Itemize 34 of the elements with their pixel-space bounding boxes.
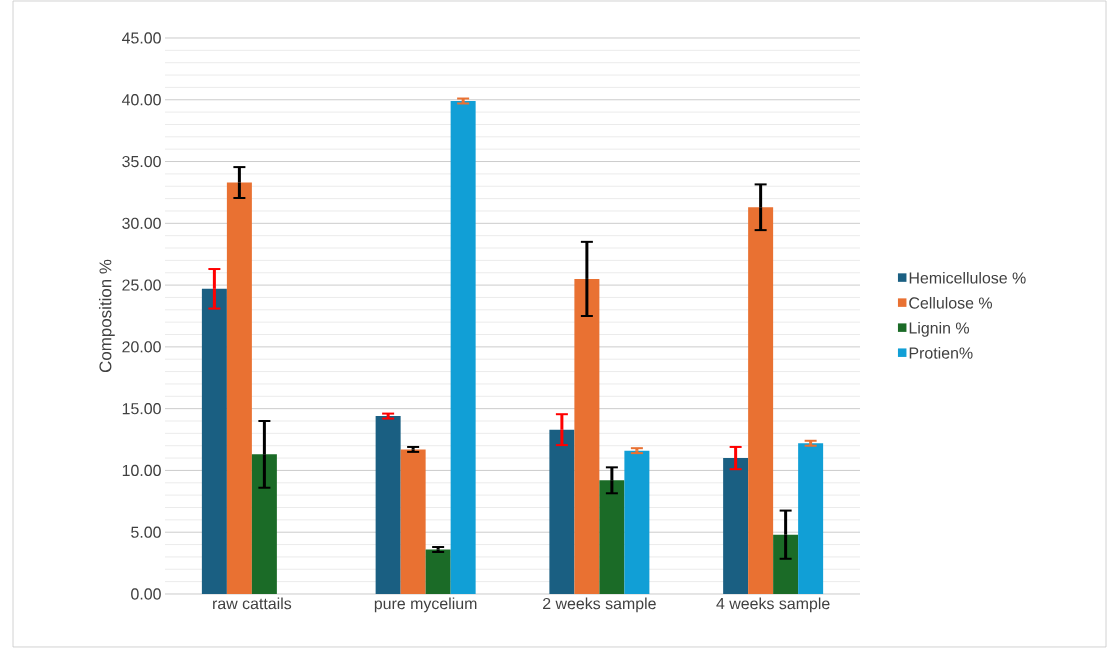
bar bbox=[425, 549, 451, 594]
y-tick-label: 35.00 bbox=[122, 155, 161, 168]
bar bbox=[450, 101, 476, 594]
x-tick-label: 2 weeks sample bbox=[543, 597, 656, 613]
y-tick-label: 5.00 bbox=[131, 526, 161, 538]
x-tick-label: raw cattails bbox=[213, 597, 292, 610]
bar bbox=[549, 429, 575, 594]
legend-label: Cellulose % bbox=[909, 296, 993, 309]
x-tick-label: 4 weeks sample bbox=[716, 597, 830, 613]
bar bbox=[773, 534, 799, 594]
legend-label: Hemicellulose % bbox=[909, 271, 1026, 284]
y-tick-label: 45.00 bbox=[121, 32, 161, 44]
legend-label: Lignin % bbox=[909, 321, 969, 337]
bar bbox=[375, 416, 401, 594]
bar bbox=[251, 454, 277, 594]
bar bbox=[226, 182, 252, 594]
bar bbox=[599, 480, 625, 594]
y-tick-label: 40.00 bbox=[121, 94, 161, 106]
y-tick-label: 15.00 bbox=[122, 403, 161, 415]
y-tick-label: 30.00 bbox=[122, 217, 161, 229]
bar bbox=[201, 288, 227, 594]
bar bbox=[748, 207, 774, 594]
y-tick-label: 10.00 bbox=[122, 464, 161, 477]
legend-label: Protien% bbox=[909, 347, 973, 359]
bar bbox=[400, 449, 426, 594]
bar bbox=[723, 458, 749, 594]
bar bbox=[798, 443, 824, 594]
y-tick-label: 20.00 bbox=[122, 341, 161, 353]
y-tick-label: 25.00 bbox=[122, 279, 161, 291]
bar bbox=[624, 450, 650, 594]
x-tick-label: pure mycelium bbox=[374, 597, 477, 613]
bar bbox=[574, 278, 600, 594]
y-tick-label: 0.00 bbox=[131, 588, 161, 600]
y-axis-title: Composition % bbox=[98, 259, 115, 373]
